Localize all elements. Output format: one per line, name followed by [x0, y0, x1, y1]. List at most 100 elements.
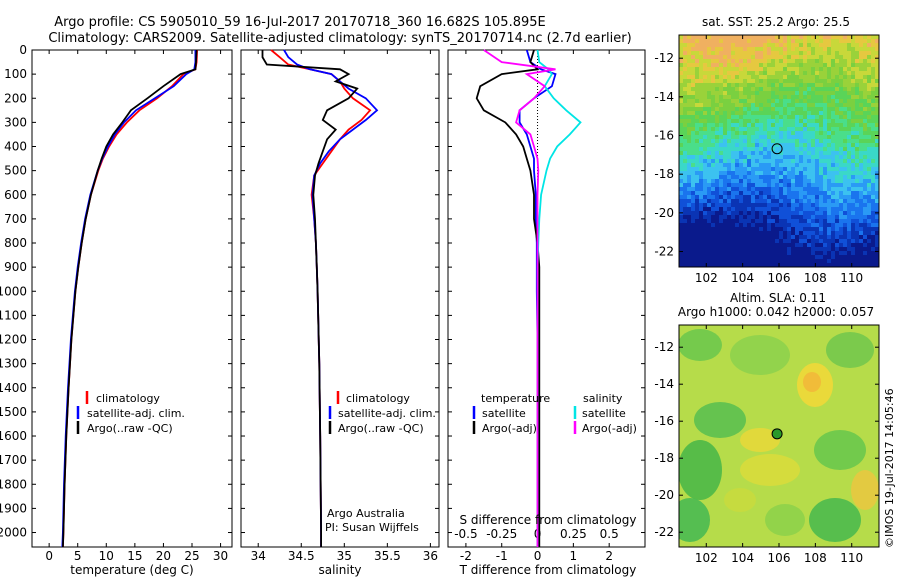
sst-cell	[691, 67, 696, 72]
sst-cell	[727, 207, 732, 212]
sst-cell	[783, 55, 788, 60]
sst-cell	[727, 263, 732, 267]
sla-anomaly-blob	[730, 335, 790, 375]
sst-cell	[811, 151, 816, 156]
sst-cell	[803, 203, 808, 208]
map-y-tick-label: -12	[654, 340, 674, 354]
sst-cell	[831, 115, 836, 120]
sst-cell	[755, 87, 760, 92]
sst-cell	[739, 75, 744, 80]
sst-cell	[815, 159, 820, 164]
sst-cell	[843, 71, 848, 76]
sst-cell	[851, 155, 856, 160]
sst-cell	[751, 123, 756, 128]
sst-cell	[771, 243, 776, 248]
sst-cell	[847, 123, 852, 128]
sst-cell	[843, 147, 848, 152]
sst-cell	[735, 183, 740, 188]
sst-cell	[859, 247, 864, 252]
sst-cell	[815, 255, 820, 260]
sst-cell	[831, 219, 836, 224]
sst-cell	[727, 143, 732, 148]
x-tick-label: 35.5	[374, 549, 401, 563]
sst-cell	[847, 167, 852, 172]
sst-cell	[763, 91, 768, 96]
sst-cell	[783, 243, 788, 248]
sst-cell	[819, 99, 824, 104]
sst-cell	[679, 75, 684, 80]
sst-cell	[847, 187, 852, 192]
sst-cell	[859, 123, 864, 128]
sst-cell	[731, 167, 736, 172]
sst-cell	[691, 51, 696, 56]
sst-cell	[847, 227, 852, 232]
sst-cell	[827, 219, 832, 224]
sst-cell	[859, 103, 864, 108]
sst-cell	[831, 183, 836, 188]
sst-cell	[827, 115, 832, 120]
sst-cell	[771, 163, 776, 168]
sst-cell	[767, 55, 772, 60]
sst-cell	[747, 263, 752, 267]
sst-cell	[799, 211, 804, 216]
sst-cell	[703, 39, 708, 44]
sst-cell	[751, 211, 756, 216]
sst-cell	[735, 47, 740, 52]
sla-anomaly-blob	[814, 430, 866, 470]
sst-cell	[735, 91, 740, 96]
sst-cell	[711, 143, 716, 148]
sst-cell	[843, 35, 848, 40]
sst-cell	[735, 211, 740, 216]
sst-cell	[791, 255, 796, 260]
sst-cell	[839, 99, 844, 104]
sst-cell	[811, 67, 816, 72]
sst-cell	[827, 259, 832, 264]
sst-cell	[815, 119, 820, 124]
sst-cell	[759, 203, 764, 208]
sst-cell	[731, 75, 736, 80]
sst-cell	[839, 47, 844, 52]
sst-cell	[739, 191, 744, 196]
sst-cell	[751, 83, 756, 88]
sst-cell	[803, 111, 808, 116]
sst-cell	[815, 59, 820, 64]
sst-cell	[711, 155, 716, 160]
sst-cell	[875, 43, 879, 48]
sst-cell	[823, 227, 828, 232]
sst-cell	[787, 47, 792, 52]
sst-cell	[735, 243, 740, 248]
sst-cell	[831, 227, 836, 232]
sst-cell	[811, 219, 816, 224]
sst-cell	[695, 99, 700, 104]
sst-cell	[867, 79, 872, 84]
sst-cell	[843, 107, 848, 112]
sst-cell	[867, 259, 872, 264]
sst-cell	[711, 203, 716, 208]
sst-cell	[815, 199, 820, 204]
sst-cell	[699, 243, 704, 248]
sst-cell	[831, 239, 836, 244]
sst-cell	[707, 243, 712, 248]
sst-cell	[771, 247, 776, 252]
sst-cell	[739, 71, 744, 76]
sst-cell	[731, 255, 736, 260]
sst-cell	[863, 147, 868, 152]
sst-cell	[867, 147, 872, 152]
sst-cell	[815, 251, 820, 256]
sst-cell	[751, 255, 756, 260]
sst-cell	[799, 183, 804, 188]
sst-cell	[799, 47, 804, 52]
sst-cell	[691, 131, 696, 136]
sst-cell	[791, 79, 796, 84]
sst-cell	[843, 183, 848, 188]
sst-cell	[683, 211, 688, 216]
sst-cell	[719, 43, 724, 48]
sst-cell	[827, 215, 832, 220]
sst-cell	[687, 255, 692, 260]
sst-cell	[807, 195, 812, 200]
sst-cell	[775, 259, 780, 264]
sst-cell	[835, 251, 840, 256]
sst-cell	[819, 63, 824, 68]
sst-cell	[823, 55, 828, 60]
sst-cell	[687, 47, 692, 52]
